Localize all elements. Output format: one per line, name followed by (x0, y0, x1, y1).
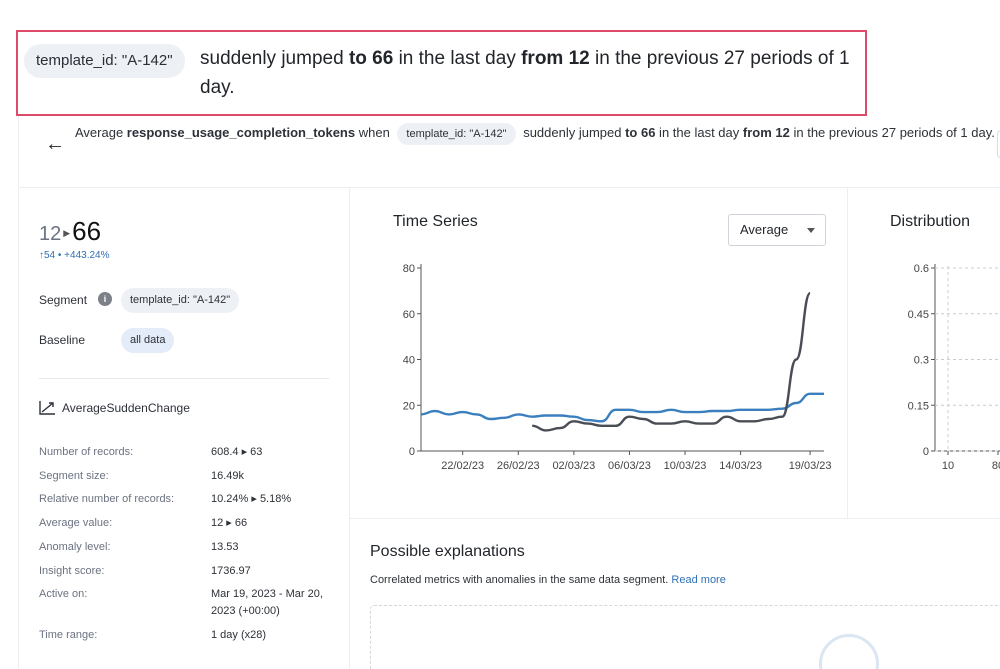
highlight-callout: template_id: "A-142" suddenly jumped to … (16, 30, 867, 116)
callout-text: suddenly jumped to 66 in the last day fr… (200, 48, 850, 98)
divider (39, 378, 329, 379)
distribution-chart: 0 0.15 0.3 0.45 0.6 10 80 (908, 263, 1000, 472)
explanations-subtitle: Correlated metrics with anomalies in the… (370, 574, 726, 586)
x-tick-label: 26/02/23 (497, 460, 540, 472)
y-tick-label: 60 (403, 309, 415, 321)
insight-headline: Average response_usage_completion_tokens… (75, 119, 997, 147)
summary-column: 12 ▶66 ↑54 • +443.24% Segment i template_… (19, 188, 350, 669)
x-tick-label: 80 (992, 460, 1000, 472)
y-tick-label: 20 (403, 400, 415, 412)
segment-series-line (532, 292, 812, 432)
aggregation-select[interactable]: Average (728, 214, 826, 246)
value-to: 66 (72, 216, 102, 246)
x-tick-label: 06/03/23 (608, 460, 651, 472)
baseline-label: Baseline (39, 333, 86, 347)
header-action-button[interactable] (997, 130, 1000, 158)
info-icon[interactable]: i (98, 292, 112, 306)
distribution-title: Distribution (890, 213, 971, 230)
x-tick-label: 22/02/23 (441, 460, 484, 472)
time-series-card: Time Series Average 0 20 40 60 80 22/02/23 26/… (350, 188, 848, 518)
triangle-right-icon: ▶ (63, 228, 71, 238)
value-change: 12 ▶66 (39, 216, 101, 247)
segment-label: Segment (39, 293, 88, 307)
y-tick-label: 0.15 (908, 400, 929, 412)
loading-spinner-icon (819, 634, 879, 669)
explanations-placeholder (370, 605, 1000, 669)
baseline-chip[interactable]: all data (121, 328, 175, 353)
baseline-series-line (420, 392, 824, 423)
arrow-left-icon[interactable]: ← (45, 133, 65, 155)
read-more-link[interactable]: Read more (671, 574, 726, 586)
distribution-card: Distribution 0 0.15 0.3 0.45 0.6 10 80 (848, 188, 1000, 518)
time-series-chart: 0 20 40 60 80 22/02/23 26/02/23 02/03/23 06/03/2… (403, 263, 832, 472)
y-tick-label: 40 (403, 355, 415, 367)
explanations-title: Possible explanations (370, 543, 525, 560)
arrow-up-icon: ↑ (39, 250, 44, 261)
time-series-title: Time Series (393, 213, 478, 230)
trend-up-icon (39, 401, 55, 415)
x-tick-label: 10/03/23 (664, 460, 707, 472)
chevron-down-icon (807, 228, 815, 233)
y-tick-label: 0 (409, 446, 415, 458)
y-tick-label: 0.6 (914, 263, 929, 275)
insight-header: ← Average response_usage_completion_toke… (19, 116, 1000, 188)
x-tick-label: 19/03/23 (789, 460, 832, 472)
y-tick-label: 80 (403, 263, 415, 275)
algorithm-row: AverageSuddenChange (39, 400, 190, 415)
value-delta: ↑54 • +443.24% (39, 250, 110, 261)
y-tick-label: 0.45 (908, 309, 929, 321)
algorithm-name: AverageSuddenChange (62, 401, 190, 415)
value-from: 12 (39, 223, 62, 245)
segment-chip[interactable]: template_id: "A-142" (24, 44, 185, 78)
segment-chip[interactable]: template_id: "A-142" (121, 288, 240, 313)
y-tick-label: 0 (923, 446, 929, 458)
y-tick-label: 0.3 (914, 355, 929, 367)
segment-chip[interactable]: template_id: "A-142" (397, 123, 516, 145)
x-tick-label: 10 (942, 460, 954, 472)
x-tick-label: 14/03/23 (719, 460, 762, 472)
x-tick-label: 02/03/23 (552, 460, 595, 472)
explanations-section: Possible explanations Correlated metrics… (350, 518, 1000, 669)
insight-panel: ← Average response_usage_completion_toke… (18, 116, 1000, 669)
